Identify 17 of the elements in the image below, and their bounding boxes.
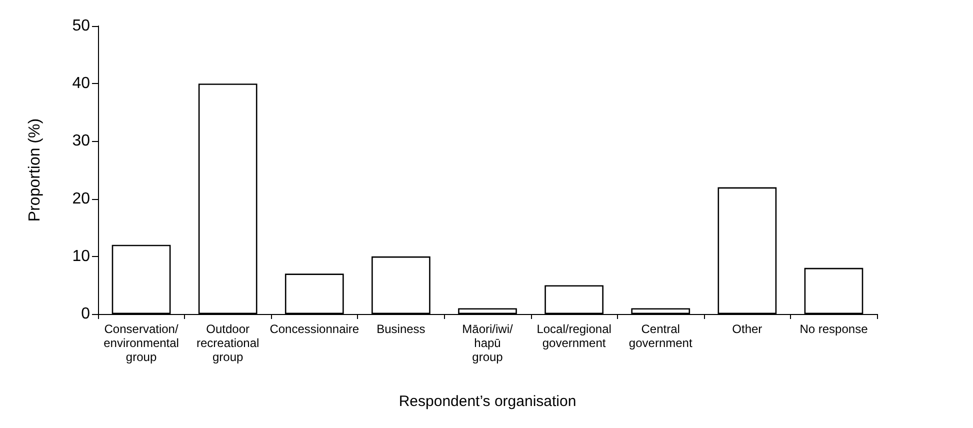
y-tick-label: 40 — [72, 75, 90, 92]
y-axis-title: Proportion (%) — [26, 118, 44, 222]
x-axis-title: Respondent’s organisation — [398, 393, 576, 410]
x-tick-label: Māori/iwi/ hapū group — [462, 322, 514, 364]
y-tick-label: 0 — [81, 306, 90, 322]
y-tick-label: 50 — [72, 18, 90, 34]
x-tick-label: Other — [732, 322, 762, 336]
x-tick-label: Central government — [628, 322, 693, 350]
x-tick-label: Conservation/ environmental group — [104, 322, 179, 364]
x-tick-label: Concessionnaire — [270, 322, 360, 336]
x-tick-label: No response — [800, 322, 868, 336]
y-tick-label: 20 — [72, 190, 90, 208]
y-tick-label: 10 — [72, 248, 90, 265]
x-tick-label: Business — [376, 322, 426, 336]
x-tick-label: Outdoor recreational group — [196, 322, 260, 364]
x-tick-label: Local/regional government — [536, 322, 612, 350]
y-tick-label: 30 — [72, 132, 90, 150]
